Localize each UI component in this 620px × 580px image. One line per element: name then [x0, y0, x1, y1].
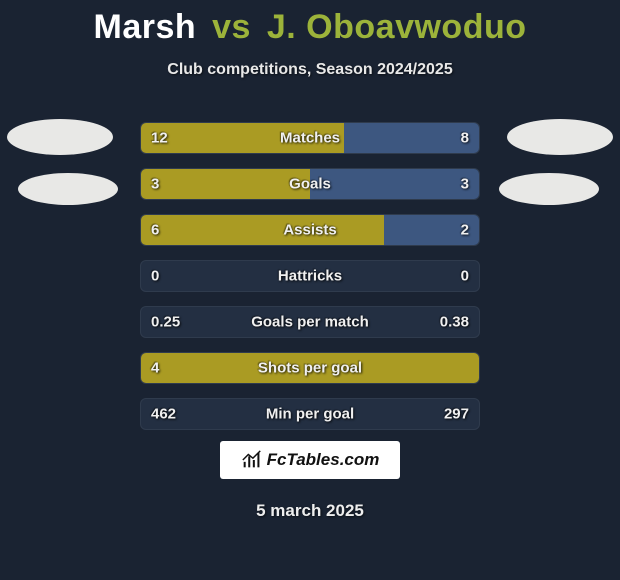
stat-label: Goals [289, 176, 331, 193]
comparison-title: Marsh vs J. Oboavwoduo [0, 0, 620, 47]
player1-value: 462 [151, 406, 176, 423]
player2-bar-fill [310, 169, 479, 199]
watermark-text: FcTables.com [267, 450, 380, 470]
stat-row: 462 297 Min per goal [140, 398, 480, 430]
stats-bars: 12 8 Matches 3 3 Goals 6 2 Assists 0 0 Hattricks 0.2… [140, 122, 480, 444]
player1-value: 0.25 [151, 314, 180, 331]
player2-value: 0 [461, 268, 469, 285]
stat-row: 12 8 Matches [140, 122, 480, 154]
date-text: 5 march 2025 [0, 501, 620, 521]
stat-label: Matches [280, 130, 340, 147]
stat-label: Assists [283, 222, 336, 239]
stat-label: Goals per match [251, 314, 369, 331]
player2-value: 8 [461, 130, 469, 147]
player2-value: 0.38 [440, 314, 469, 331]
stat-row: 0 0 Hattricks [140, 260, 480, 292]
vs-text: vs [212, 8, 251, 46]
player1-avatar-top [7, 119, 113, 155]
player2-name: J. Oboavwoduo [267, 8, 527, 46]
player1-value: 12 [151, 130, 168, 147]
player1-name: Marsh [94, 8, 197, 46]
player2-value: 297 [444, 406, 469, 423]
player1-avatar-bottom [18, 173, 118, 205]
chart-icon [241, 449, 263, 471]
player1-value: 0 [151, 268, 159, 285]
player2-value: 3 [461, 176, 469, 193]
player2-value: 2 [461, 222, 469, 239]
player1-value: 4 [151, 360, 159, 377]
stat-label: Min per goal [266, 406, 354, 423]
player1-value: 6 [151, 222, 159, 239]
player1-bar-fill [141, 169, 310, 199]
stat-row: 4 Shots per goal [140, 352, 480, 384]
player2-bar-fill [344, 123, 479, 153]
watermark: FcTables.com [220, 441, 400, 479]
stat-label: Hattricks [278, 268, 342, 285]
player2-avatar-top [507, 119, 613, 155]
player1-bar-fill [141, 215, 384, 245]
stat-row: 0.25 0.38 Goals per match [140, 306, 480, 338]
subtitle: Club competitions, Season 2024/2025 [0, 61, 620, 79]
stat-row: 6 2 Assists [140, 214, 480, 246]
stat-label: Shots per goal [258, 360, 362, 377]
stat-row: 3 3 Goals [140, 168, 480, 200]
player1-value: 3 [151, 176, 159, 193]
player2-avatar-bottom [499, 173, 599, 205]
